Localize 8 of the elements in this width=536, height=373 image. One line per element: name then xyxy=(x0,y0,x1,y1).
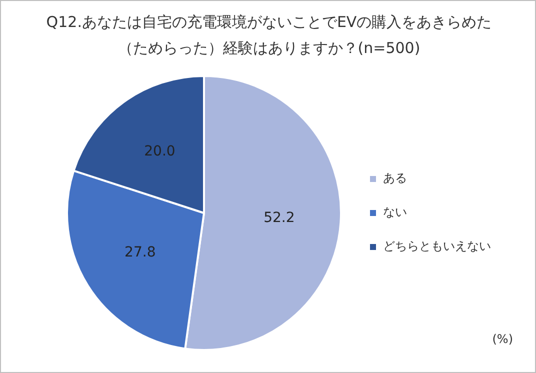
legend-label: ない xyxy=(383,205,407,220)
data-label: 20.0 xyxy=(144,144,176,160)
data-label: 27.8 xyxy=(124,244,156,261)
legend-label: ある xyxy=(383,171,407,186)
chart-title: Q12.あなたは自宅の充電環境がないことでEVの購入をあきらめた（ためらった）経験はありますか？(n=500) xyxy=(45,12,493,59)
legend-label: どちらともいえない xyxy=(383,239,491,254)
data-label: 52.2 xyxy=(264,210,295,226)
text: (%) xyxy=(492,332,513,346)
